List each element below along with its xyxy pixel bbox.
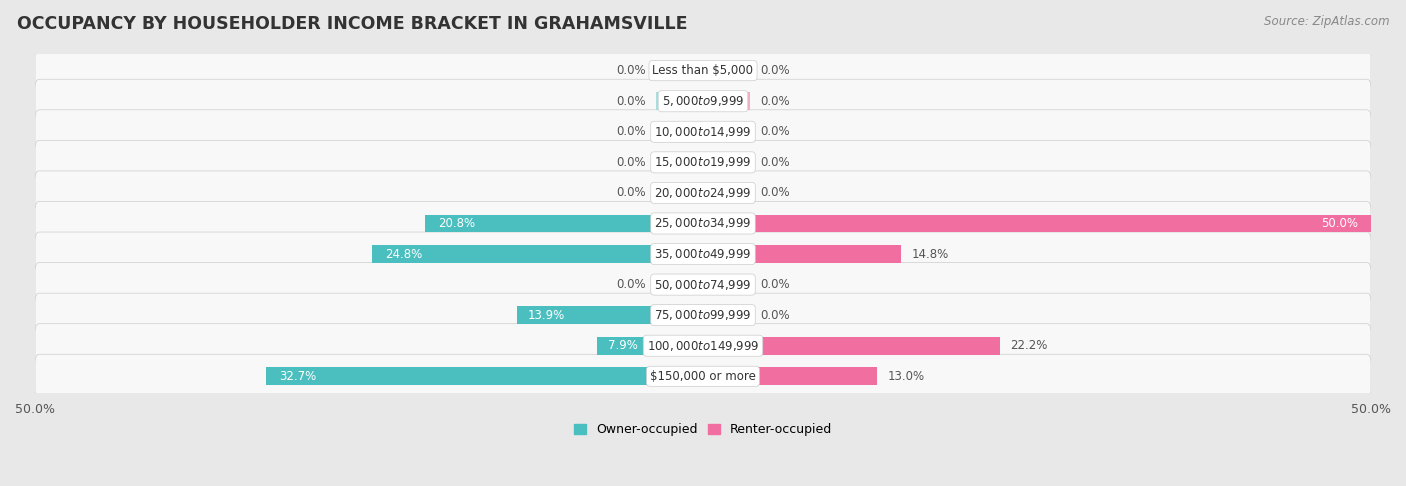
Bar — [703, 367, 877, 385]
Text: 0.0%: 0.0% — [616, 278, 645, 291]
Text: 50.0%: 50.0% — [1320, 217, 1358, 230]
Text: OCCUPANCY BY HOUSEHOLDER INCOME BRACKET IN GRAHAMSVILLE: OCCUPANCY BY HOUSEHOLDER INCOME BRACKET … — [17, 15, 688, 33]
Bar — [703, 276, 749, 294]
FancyBboxPatch shape — [35, 49, 1371, 93]
Text: 13.0%: 13.0% — [887, 370, 925, 383]
Legend: Owner-occupied, Renter-occupied: Owner-occupied, Renter-occupied — [568, 418, 838, 441]
Text: $15,000 to $19,999: $15,000 to $19,999 — [654, 156, 752, 169]
Text: 0.0%: 0.0% — [761, 125, 790, 139]
FancyBboxPatch shape — [35, 202, 1371, 245]
Bar — [657, 92, 703, 110]
FancyBboxPatch shape — [35, 262, 1371, 307]
Text: $10,000 to $14,999: $10,000 to $14,999 — [654, 125, 752, 139]
Text: $20,000 to $24,999: $20,000 to $24,999 — [654, 186, 752, 200]
Text: 22.2%: 22.2% — [1011, 339, 1047, 352]
Bar — [657, 276, 703, 294]
Bar — [266, 367, 703, 385]
Bar — [425, 215, 703, 232]
Text: $5,000 to $9,999: $5,000 to $9,999 — [662, 94, 744, 108]
Bar — [657, 62, 703, 80]
Text: $35,000 to $49,999: $35,000 to $49,999 — [654, 247, 752, 261]
Text: 0.0%: 0.0% — [761, 187, 790, 199]
Text: 0.0%: 0.0% — [761, 156, 790, 169]
Text: $50,000 to $74,999: $50,000 to $74,999 — [654, 278, 752, 292]
Text: 7.9%: 7.9% — [609, 339, 638, 352]
Text: 14.8%: 14.8% — [911, 247, 949, 260]
FancyBboxPatch shape — [35, 79, 1371, 123]
Bar — [703, 184, 749, 202]
FancyBboxPatch shape — [35, 354, 1371, 398]
Text: 0.0%: 0.0% — [761, 278, 790, 291]
Bar — [371, 245, 703, 263]
Bar — [703, 337, 1000, 355]
Text: Less than $5,000: Less than $5,000 — [652, 64, 754, 77]
Text: 0.0%: 0.0% — [761, 309, 790, 322]
Text: $25,000 to $34,999: $25,000 to $34,999 — [654, 216, 752, 230]
FancyBboxPatch shape — [35, 140, 1371, 184]
Text: Source: ZipAtlas.com: Source: ZipAtlas.com — [1264, 15, 1389, 28]
Text: 24.8%: 24.8% — [385, 247, 422, 260]
Bar — [703, 123, 749, 140]
Text: $75,000 to $99,999: $75,000 to $99,999 — [654, 308, 752, 322]
Text: $150,000 or more: $150,000 or more — [650, 370, 756, 383]
FancyBboxPatch shape — [35, 293, 1371, 337]
FancyBboxPatch shape — [35, 171, 1371, 215]
Bar — [657, 184, 703, 202]
Text: 0.0%: 0.0% — [761, 64, 790, 77]
Bar — [703, 92, 749, 110]
Bar — [517, 306, 703, 324]
Text: $100,000 to $149,999: $100,000 to $149,999 — [647, 339, 759, 353]
Bar — [598, 337, 703, 355]
Text: 0.0%: 0.0% — [616, 95, 645, 108]
Bar — [703, 62, 749, 80]
Bar — [657, 154, 703, 171]
Bar — [703, 154, 749, 171]
Bar — [703, 306, 749, 324]
FancyBboxPatch shape — [35, 324, 1371, 368]
Bar — [703, 215, 1371, 232]
Text: 32.7%: 32.7% — [280, 370, 316, 383]
Text: 0.0%: 0.0% — [616, 125, 645, 139]
Bar — [657, 123, 703, 140]
Text: 0.0%: 0.0% — [616, 64, 645, 77]
Text: 13.9%: 13.9% — [529, 309, 565, 322]
Text: 20.8%: 20.8% — [439, 217, 475, 230]
Text: 0.0%: 0.0% — [761, 95, 790, 108]
FancyBboxPatch shape — [35, 110, 1371, 154]
Text: 0.0%: 0.0% — [616, 156, 645, 169]
FancyBboxPatch shape — [35, 232, 1371, 276]
Text: 0.0%: 0.0% — [616, 187, 645, 199]
Bar — [703, 245, 901, 263]
